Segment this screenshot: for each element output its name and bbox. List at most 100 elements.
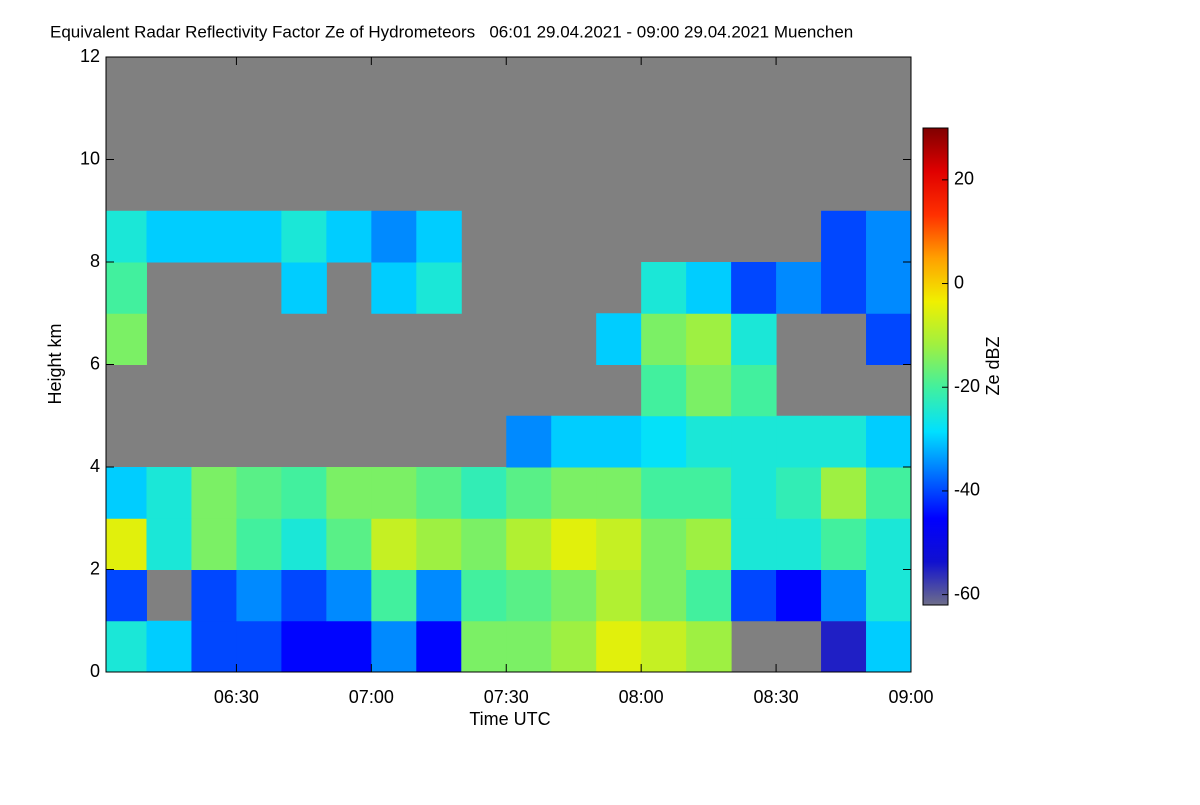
y-tick-label: 12 [80, 46, 100, 66]
heatmap-cell [596, 467, 642, 519]
heatmap-cell [866, 569, 912, 622]
heatmap-cell [371, 467, 417, 519]
y-tick-label: 2 [90, 558, 100, 578]
heatmap-cell [281, 467, 327, 519]
colorbar-tick-label: -20 [954, 376, 980, 396]
heatmap-cell [596, 518, 642, 570]
heatmap-cell [776, 467, 822, 519]
heatmap-cell [326, 467, 372, 519]
heatmap-cell [416, 210, 462, 263]
heatmap-cell [551, 415, 597, 468]
heatmap-cell [641, 620, 687, 673]
heatmap-cell [106, 569, 147, 622]
heatmap-cell [236, 518, 282, 570]
y-tick-label: 4 [90, 456, 100, 476]
heatmap-cell [731, 364, 777, 417]
heatmap-cell [686, 415, 732, 468]
chart-title: Equivalent Radar Reflectivity Factor Ze … [50, 22, 853, 41]
y-tick-label: 10 [80, 148, 100, 168]
heatmap-cell [731, 569, 777, 622]
heatmap-cell [731, 262, 777, 314]
heatmap-cell [371, 262, 417, 314]
heatmap-cell [596, 569, 642, 622]
heatmap-cell [371, 569, 417, 622]
heatmap-cell [731, 415, 777, 468]
heatmap-cell [866, 620, 912, 673]
heatmap-cell [146, 620, 192, 673]
heatmap-cell [641, 415, 687, 468]
heatmap-cell [776, 569, 822, 622]
heatmap-cell [106, 620, 147, 673]
heatmap-cell [191, 620, 237, 673]
heatmap-cell [506, 415, 552, 468]
x-tick-label: 08:00 [619, 687, 664, 707]
heatmap-cell [416, 262, 462, 314]
heatmap-cell [506, 518, 552, 570]
colorbar-tick-label: -40 [954, 480, 980, 500]
heatmap-cell [146, 518, 192, 570]
heatmap-cell [461, 620, 507, 673]
heatmap-cell [686, 518, 732, 570]
colorbar-tick-label: 0 [954, 272, 964, 292]
heatmap-cell [461, 467, 507, 519]
heatmap-cell [551, 569, 597, 622]
heatmap-cell [326, 210, 372, 263]
heatmap-cell [866, 313, 912, 365]
heatmap-cell [236, 569, 282, 622]
heatmap-cell [686, 569, 732, 622]
heatmap-cell [106, 262, 147, 314]
heatmap-cell [776, 518, 822, 570]
heatmap-cell [821, 518, 867, 570]
colorbar [922, 127, 949, 606]
heatmap-cell [146, 210, 192, 263]
heatmap-cell [551, 620, 597, 673]
heatmap-cell [191, 210, 237, 263]
heatmap-cell [596, 415, 642, 468]
heatmap-cell [506, 620, 552, 673]
heatmap-cell [551, 467, 597, 519]
heatmap-cell [371, 620, 417, 673]
heatmap-cell [686, 620, 732, 673]
heatmap-cell [281, 518, 327, 570]
heatmap-cell [191, 518, 237, 570]
x-tick-label: 08:30 [754, 687, 799, 707]
heatmap-cell [821, 210, 867, 263]
y-tick-label: 6 [90, 353, 100, 373]
heatmap-cell [776, 415, 822, 468]
x-tick-label: 07:30 [484, 687, 529, 707]
heatmap-cell [776, 262, 822, 314]
y-tick-label: 0 [90, 661, 100, 681]
heatmap-cell [371, 210, 417, 263]
y-tick-label: 8 [90, 251, 100, 271]
x-tick-label: 07:00 [349, 687, 394, 707]
heatmap-cell [236, 620, 282, 673]
heatmap-cell [146, 467, 192, 519]
heatmap-cell [731, 467, 777, 519]
heatmap-cell [416, 569, 462, 622]
heatmap-cell [821, 620, 867, 673]
colorbar-tick-label: -60 [954, 583, 980, 603]
heatmap-cell [686, 467, 732, 519]
heatmap-cell [866, 210, 912, 263]
colorbar-tick-label: 20 [954, 169, 974, 189]
heatmap-cell [461, 518, 507, 570]
heatmap-cell [106, 313, 147, 365]
heatmap-cell [326, 620, 372, 673]
heatmap-cell [731, 518, 777, 570]
heatmap-cell [371, 518, 417, 570]
heatmap-cell [866, 415, 912, 468]
heatmap-cell [641, 569, 687, 622]
y-axis-label: Height km [45, 323, 65, 404]
heatmap-cell [106, 467, 147, 519]
heatmap-cell [731, 313, 777, 365]
heatmap-cell [106, 210, 147, 263]
heatmap-cell [686, 262, 732, 314]
heatmap-cell [281, 210, 327, 263]
heatmap-cell [416, 620, 462, 673]
heatmap-cell [596, 313, 642, 365]
colorbar-label: Ze dBZ [983, 336, 1003, 395]
heatmap-cell [821, 262, 867, 314]
x-tick-label: 09:00 [888, 687, 933, 707]
heatmap-cell [866, 262, 912, 314]
